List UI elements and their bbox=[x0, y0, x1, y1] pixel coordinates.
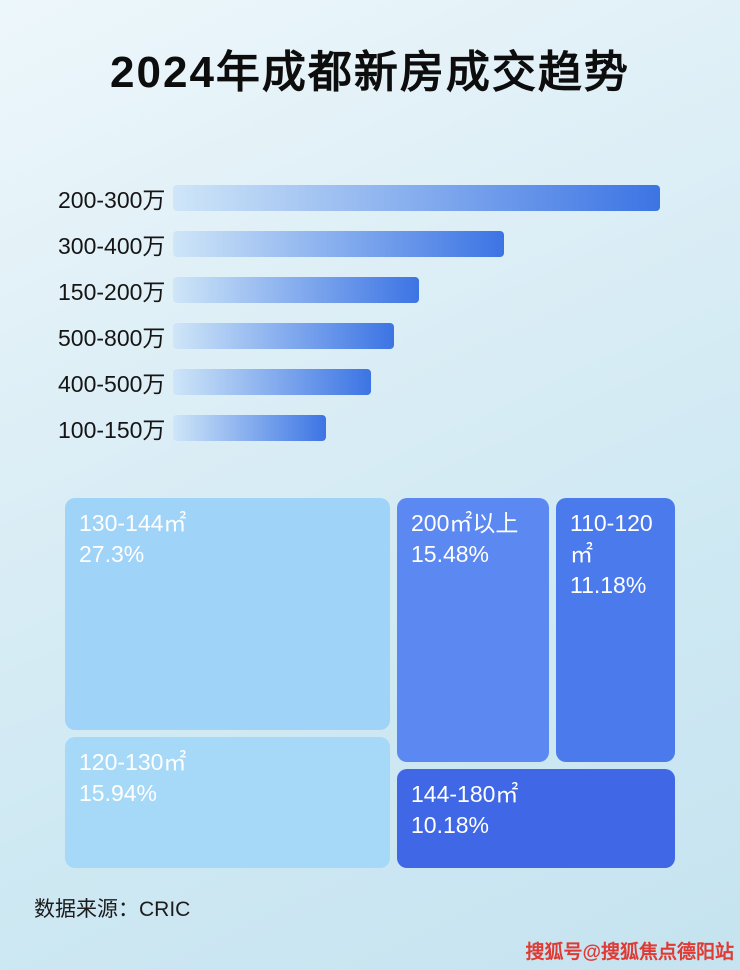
price-band-bar-chart: 200-300万 300-400万 150-200万 500-800万 400-… bbox=[58, 175, 678, 451]
bar-row: 200-300万 bbox=[58, 175, 678, 221]
bar-track bbox=[173, 231, 660, 257]
bar-label: 200-300万 bbox=[58, 187, 166, 213]
treemap-tile: 110-120㎡ 11.18% bbox=[556, 498, 675, 762]
bar bbox=[173, 415, 327, 441]
page-title: 2024年成都新房成交趋势 bbox=[110, 48, 630, 97]
tile-label: 144-180㎡ bbox=[411, 781, 519, 807]
bar bbox=[173, 231, 505, 257]
bar bbox=[173, 277, 419, 303]
bar-track bbox=[173, 323, 660, 349]
tile-value: 15.48% bbox=[411, 541, 490, 568]
bar-track bbox=[173, 369, 660, 395]
tile-value: 11.18% bbox=[570, 572, 647, 599]
bar-row: 100-150万 bbox=[58, 405, 678, 451]
bar-row: 150-200万 bbox=[58, 267, 678, 313]
bar-label: 400-500万 bbox=[58, 371, 166, 397]
bar-row: 500-800万 bbox=[58, 313, 678, 359]
treemap-tile: 144-180㎡ 10.18% bbox=[397, 769, 675, 868]
bar bbox=[173, 185, 660, 211]
tile-value: 10.18% bbox=[411, 812, 490, 839]
watermark: 搜狐号@搜狐焦点德阳站 bbox=[525, 942, 734, 963]
bar bbox=[173, 369, 371, 395]
tile-value: 27.3% bbox=[79, 541, 145, 568]
tile-label: 130-144㎡ bbox=[79, 510, 187, 536]
bar-track bbox=[173, 277, 660, 303]
bar-row: 300-400万 bbox=[58, 221, 678, 267]
treemap-tile: 120-130㎡ 15.94% bbox=[65, 737, 390, 868]
bar-label: 150-200万 bbox=[58, 279, 166, 305]
treemap-tile: 130-144㎡ 27.3% bbox=[65, 498, 390, 730]
bar bbox=[173, 323, 395, 349]
bar-label: 500-800万 bbox=[58, 325, 166, 351]
bar-label: 300-400万 bbox=[58, 233, 166, 259]
tile-label: 200㎡以上 bbox=[411, 510, 519, 536]
area-share-treemap: 130-144㎡ 27.3% 200㎡以上 15.48% 110-120㎡ 11… bbox=[65, 498, 675, 868]
bar-track bbox=[173, 185, 660, 211]
bar-track bbox=[173, 415, 660, 441]
bar-label: 100-150万 bbox=[58, 417, 166, 443]
tile-label: 110-120㎡ bbox=[570, 510, 653, 568]
bar-row: 400-500万 bbox=[58, 359, 678, 405]
treemap-tile: 200㎡以上 15.48% bbox=[397, 498, 549, 762]
tile-value: 15.94% bbox=[79, 780, 158, 807]
data-source: 数据来源：CRIC bbox=[34, 898, 191, 921]
tile-label: 120-130㎡ bbox=[79, 749, 187, 775]
